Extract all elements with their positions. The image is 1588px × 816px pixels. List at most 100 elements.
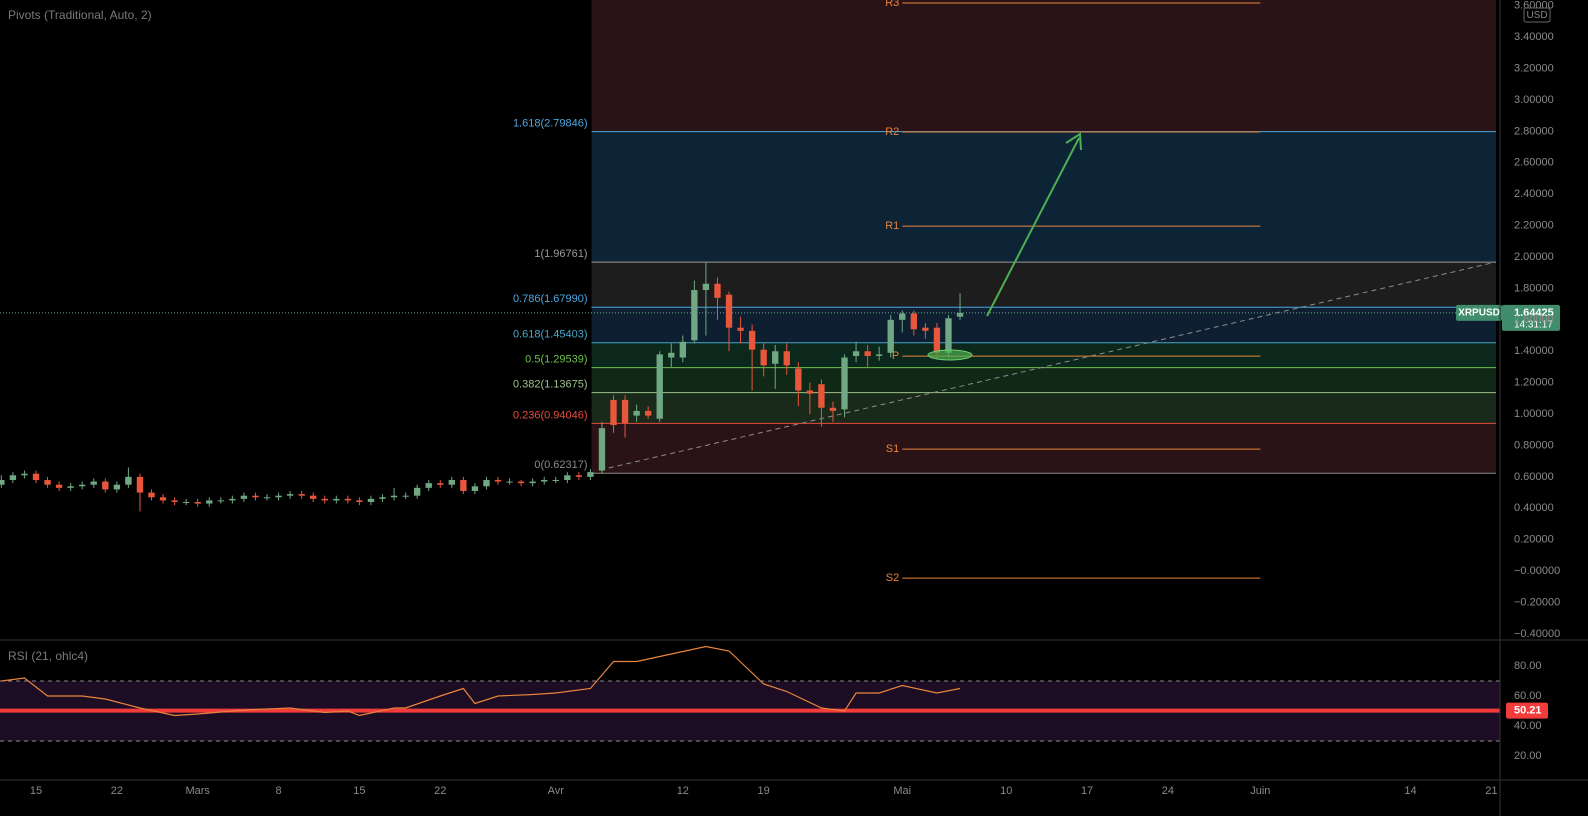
candle-body bbox=[725, 294, 733, 328]
candle-body bbox=[0, 480, 5, 485]
candle-body bbox=[668, 352, 675, 358]
fib-label: 0.5(1.29539) bbox=[525, 354, 587, 366]
x-tick-label: 22 bbox=[111, 785, 123, 797]
indicator-title: Pivots (Traditional, Auto, 2) bbox=[8, 8, 152, 22]
candle-body bbox=[852, 351, 860, 356]
candle-body bbox=[887, 319, 894, 353]
fib-label: 0.618(1.45403) bbox=[513, 329, 588, 341]
candle-body bbox=[356, 500, 363, 502]
x-tick-label: Mars bbox=[185, 785, 210, 797]
fib-zone bbox=[591, 262, 1496, 308]
fib-label: 0.382(1.13675) bbox=[513, 378, 588, 390]
pivot-label: S2 bbox=[886, 572, 899, 584]
candle-body bbox=[899, 313, 906, 320]
candle-body bbox=[656, 354, 663, 419]
x-tick-label: 15 bbox=[30, 785, 42, 797]
candle-body bbox=[448, 480, 455, 485]
x-tick-label: 15 bbox=[353, 785, 365, 797]
candle-body bbox=[425, 483, 432, 488]
rsi-level-label: 50.21 bbox=[1514, 705, 1542, 717]
y-tick-label: −0.00000 bbox=[1514, 565, 1560, 577]
x-tick-label: 21 bbox=[1485, 785, 1497, 797]
candle-body bbox=[564, 475, 571, 480]
candle-body bbox=[598, 428, 606, 471]
candle-body bbox=[9, 475, 17, 480]
axes: −0.40000 −0.20000 −0.00000 0.20000 0.40000 0.… bbox=[30, 0, 1560, 797]
y-tick-label: 1.40000 bbox=[1514, 345, 1554, 357]
candle-body bbox=[483, 480, 490, 487]
candle-body bbox=[621, 399, 629, 424]
candle-body bbox=[506, 481, 513, 483]
y-tick-label: −0.40000 bbox=[1514, 628, 1560, 640]
candle-body bbox=[310, 495, 317, 499]
rsi-tick-label: 60.00 bbox=[1514, 690, 1542, 702]
candle-body bbox=[460, 480, 467, 491]
symbol: XRPUSD bbox=[1458, 308, 1500, 319]
x-tick-label: Mai bbox=[893, 785, 911, 797]
candle-body bbox=[644, 410, 652, 416]
last-price: 1.64425 bbox=[1514, 307, 1554, 319]
candle-body bbox=[945, 318, 952, 353]
candle-body bbox=[136, 476, 144, 493]
candle-body bbox=[494, 480, 502, 482]
y-tick-label: 0.20000 bbox=[1514, 534, 1554, 546]
x-tick-label: 14 bbox=[1404, 785, 1416, 797]
y-tick-label: 2.00000 bbox=[1514, 251, 1554, 263]
fib-zone bbox=[591, 423, 1496, 474]
candle-body bbox=[125, 476, 132, 485]
candle-body bbox=[910, 313, 917, 330]
candle-body bbox=[679, 341, 686, 358]
pivot-label: P bbox=[892, 350, 899, 362]
candle-body bbox=[344, 498, 352, 501]
candle-body bbox=[67, 486, 74, 488]
fib-label: 0.786(1.67990) bbox=[513, 293, 588, 305]
candle-body bbox=[321, 498, 328, 501]
candle-body bbox=[737, 327, 744, 331]
y-tick-label: 3.60000 bbox=[1514, 0, 1554, 12]
candle-body bbox=[818, 384, 825, 408]
currency-box[interactable] bbox=[1523, 7, 1551, 23]
arrow-head bbox=[1065, 132, 1082, 151]
fib-label: 0.236(0.94046) bbox=[513, 409, 588, 421]
y-tick-label: 0.40000 bbox=[1514, 502, 1554, 514]
fib-zone bbox=[591, 131, 1496, 263]
y-tick-label: 2.80000 bbox=[1514, 125, 1554, 137]
y-tick-label: 1.80000 bbox=[1514, 282, 1554, 294]
candle-body bbox=[748, 330, 756, 350]
x-tick-label: 12 bbox=[677, 785, 689, 797]
candle-body bbox=[956, 312, 964, 317]
y-tick-label: 1.00000 bbox=[1514, 408, 1554, 420]
candle-body bbox=[32, 473, 40, 480]
fib-zone bbox=[591, 307, 1496, 343]
candle-body bbox=[806, 390, 814, 394]
candle-body bbox=[714, 283, 721, 298]
candle-body bbox=[182, 501, 190, 503]
x-tick-label: Juin bbox=[1250, 785, 1270, 797]
x-tick-label: 8 bbox=[275, 785, 281, 797]
y-tick-label: 1.60000 bbox=[1514, 314, 1554, 326]
x-tick-label: 17 bbox=[1081, 785, 1093, 797]
candle-body bbox=[633, 410, 640, 416]
candle-body bbox=[217, 500, 224, 502]
candle-body bbox=[55, 484, 63, 488]
fib-zone bbox=[591, 0, 1496, 132]
candle-body bbox=[610, 399, 617, 426]
candle-body bbox=[21, 473, 28, 476]
candle-body bbox=[148, 492, 155, 498]
rsi-level-tag bbox=[1506, 702, 1548, 719]
candle-body bbox=[691, 290, 698, 341]
candle-body bbox=[390, 495, 398, 498]
fib-label: 1.618(2.79846) bbox=[513, 118, 588, 130]
candle-body bbox=[252, 495, 259, 498]
candle-body bbox=[263, 497, 271, 499]
candle-body bbox=[841, 357, 848, 410]
candle-body bbox=[575, 475, 583, 477]
candle-body bbox=[206, 500, 213, 504]
currency[interactable]: USD bbox=[1526, 10, 1547, 21]
highlight-ellipse bbox=[927, 349, 973, 361]
y-tick-label: 2.20000 bbox=[1514, 220, 1554, 232]
trend-line bbox=[599, 261, 1497, 471]
candle-body bbox=[529, 481, 536, 484]
rsi-line bbox=[1, 645, 961, 717]
